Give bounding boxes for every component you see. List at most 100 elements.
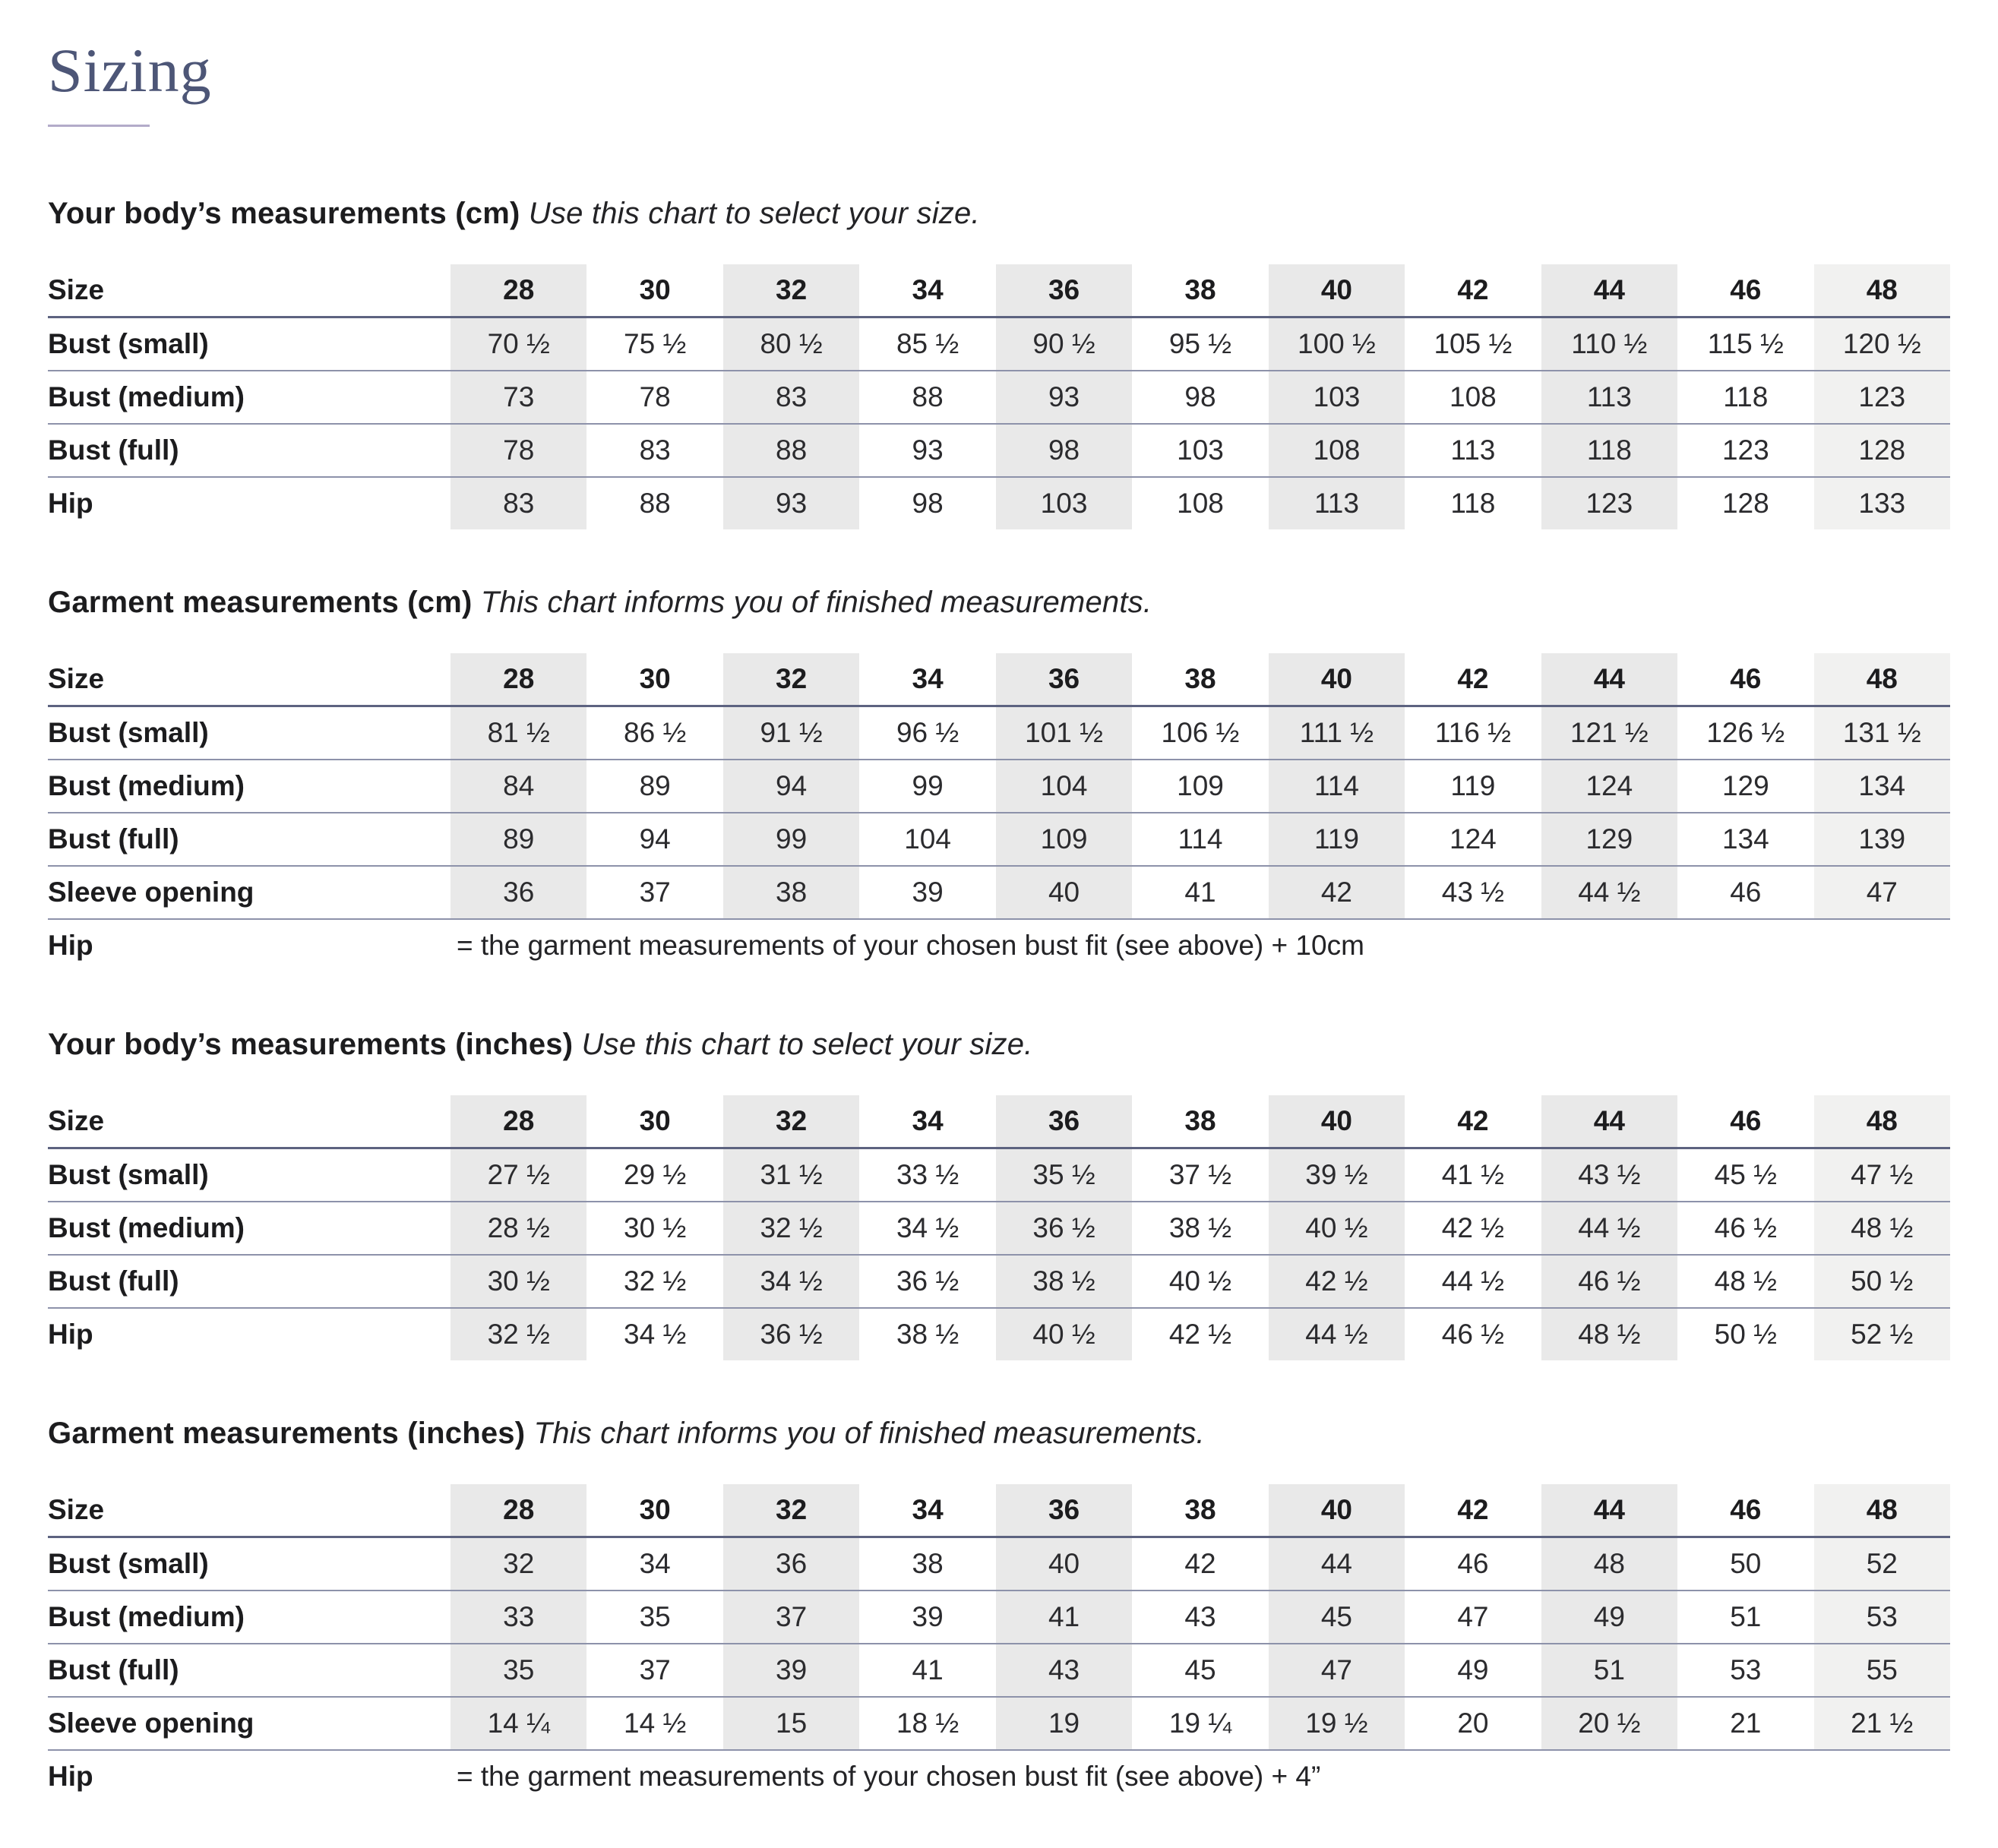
- value-cell: 34 ½: [624, 1319, 687, 1350]
- value-cell: 93: [912, 434, 944, 466]
- row-label: Sleeve opening: [48, 877, 254, 908]
- value-cell: 44: [1268, 1537, 1405, 1591]
- value-cell: 49: [1541, 1591, 1678, 1644]
- table-row: Bust (full) 78 83 88 93 98 103 108 113 118 123 128: [48, 424, 1950, 478]
- section-subtitle: This chart informs you of finished measu…: [533, 1417, 1205, 1451]
- value-cell: 108: [1177, 488, 1224, 520]
- note-row-label: Hip: [48, 1761, 93, 1793]
- value-cell: 109: [995, 813, 1133, 867]
- size-header-cell: 42: [1457, 1494, 1489, 1526]
- row-label: Bust (small): [48, 1159, 209, 1191]
- row-label: Bust (medium): [48, 1212, 245, 1244]
- value-cell: 52: [1813, 1537, 1950, 1591]
- value-cell: 78: [639, 381, 671, 413]
- value-cell: 46 ½: [1441, 1319, 1505, 1350]
- size-header-cell: 42: [1457, 663, 1489, 695]
- size-header-cell: 44: [1541, 1095, 1678, 1148]
- value-cell: 95 ½: [1168, 328, 1232, 360]
- table-row: Hip 83 88 93 98 103 108 113 118 123 128 133: [48, 477, 1950, 530]
- value-cell: 49: [1457, 1654, 1489, 1686]
- size-header-cell: 48: [1813, 653, 1950, 706]
- size-header-cell: 34: [912, 1105, 944, 1137]
- size-column-label: Size: [48, 274, 105, 306]
- size-header-cell: 38: [1184, 274, 1216, 306]
- value-cell: 39: [722, 1644, 860, 1698]
- value-cell: 98: [995, 424, 1133, 478]
- value-cell: 51: [1730, 1601, 1762, 1633]
- value-cell: 35 ½: [995, 1148, 1133, 1202]
- size-header-cell: 28: [450, 1484, 587, 1537]
- size-header-cell: 38: [1184, 663, 1216, 695]
- value-cell: 18 ½: [896, 1707, 959, 1739]
- section-heading-bold: Your body’s measurements (inches): [48, 1028, 574, 1062]
- value-cell: 84: [450, 760, 587, 813]
- size-header-cell: 48: [1813, 1484, 1950, 1537]
- value-cell: 32 ½: [624, 1265, 687, 1297]
- value-cell: 89: [450, 813, 587, 867]
- value-cell: 98: [912, 488, 944, 520]
- value-cell: 53: [1730, 1654, 1762, 1686]
- row-label: Bust (full): [48, 434, 179, 466]
- size-header-cell: 42: [1457, 1105, 1489, 1137]
- row-label: Bust (full): [48, 1654, 179, 1686]
- value-cell: 36 ½: [896, 1265, 959, 1297]
- value-cell: 40 ½: [1268, 1202, 1405, 1256]
- value-cell: 29 ½: [624, 1159, 687, 1191]
- size-header-row: Size 28 30 32 34 36 38 40 42 44 46 48: [48, 1484, 1950, 1537]
- value-cell: 48 ½: [1714, 1265, 1777, 1297]
- table-row: Bust (small) 81 ½ 86 ½ 91 ½ 96 ½ 101 ½ 106 ½ 11…: [48, 706, 1950, 760]
- value-cell: 43: [995, 1644, 1133, 1698]
- value-cell: 32: [450, 1537, 587, 1591]
- value-cell: 116 ½: [1434, 717, 1511, 749]
- value-cell: 48 ½: [1541, 1308, 1678, 1361]
- value-cell: 43 ½: [1441, 877, 1505, 908]
- value-cell: 46 ½: [1714, 1212, 1777, 1244]
- value-cell: 50 ½: [1714, 1319, 1777, 1350]
- value-cell: 94: [639, 823, 671, 855]
- size-header-cell: 34: [912, 274, 944, 306]
- value-cell: 106 ½: [1161, 717, 1240, 749]
- value-cell: 20 ½: [1541, 1697, 1678, 1751]
- value-cell: 34: [639, 1548, 671, 1580]
- size-column-label: Size: [48, 663, 105, 695]
- value-cell: 83: [450, 477, 587, 530]
- value-cell: 41 ½: [1441, 1159, 1505, 1191]
- value-cell: 53: [1813, 1591, 1950, 1644]
- value-cell: 114: [1178, 823, 1223, 855]
- value-cell: 42 ½: [1268, 1255, 1405, 1309]
- value-cell: 42 ½: [1168, 1319, 1232, 1350]
- value-cell: 47: [1813, 866, 1950, 920]
- section-body-cm: Your body’s measurements (cm) Use this c…: [48, 197, 1950, 530]
- value-cell: 80 ½: [722, 317, 860, 371]
- note-row: Hip = the garment measurements of your ch…: [48, 919, 1950, 971]
- value-cell: 131 ½: [1813, 706, 1950, 760]
- value-cell: 35: [450, 1644, 587, 1698]
- row-label: Bust (small): [48, 717, 209, 749]
- value-cell: 123: [1541, 477, 1678, 530]
- note-row-text: = the garment measurements of your chose…: [457, 930, 1364, 962]
- value-cell: 46: [1730, 877, 1762, 908]
- section-heading-bold: Garment measurements (inches): [48, 1417, 526, 1451]
- section-body-inches: Your body’s measurements (inches) Use th…: [48, 1028, 1950, 1361]
- value-cell: 46: [1457, 1548, 1489, 1580]
- size-header-cell: 30: [639, 663, 671, 695]
- table-row: Hip 32 ½ 34 ½ 36 ½ 38 ½ 40 ½ 42 ½ 44 ½ 46 ½ 48 ½ 5…: [48, 1308, 1950, 1361]
- size-header-cell: 36: [995, 1484, 1133, 1537]
- value-cell: 104: [904, 823, 951, 855]
- value-cell: 43 ½: [1541, 1148, 1678, 1202]
- table-row: Bust (medium) 84 89 94 99 104 109 114 119 124 129 1…: [48, 760, 1950, 813]
- value-cell: 121 ½: [1541, 706, 1678, 760]
- value-cell: 70 ½: [450, 317, 587, 371]
- value-cell: 30 ½: [450, 1255, 587, 1309]
- value-cell: 133: [1813, 477, 1950, 530]
- table-row: Bust (small) 70 ½ 75 ½ 80 ½ 85 ½ 90 ½ 95 ½ 100 …: [48, 317, 1950, 371]
- value-cell: 35: [639, 1601, 671, 1633]
- size-header-cell: 30: [639, 1105, 671, 1137]
- table-row: Bust (full) 35 37 39 41 43 45 47 49 51 53 55: [48, 1644, 1950, 1698]
- value-cell: 41: [1184, 877, 1216, 908]
- row-label: Bust (full): [48, 823, 179, 855]
- size-header-cell: 48: [1813, 1095, 1950, 1148]
- table-row: Bust (medium) 73 78 83 88 93 98 103 108 113 118 123: [48, 371, 1950, 425]
- value-cell: 83: [639, 434, 671, 466]
- value-cell: 91 ½: [722, 706, 860, 760]
